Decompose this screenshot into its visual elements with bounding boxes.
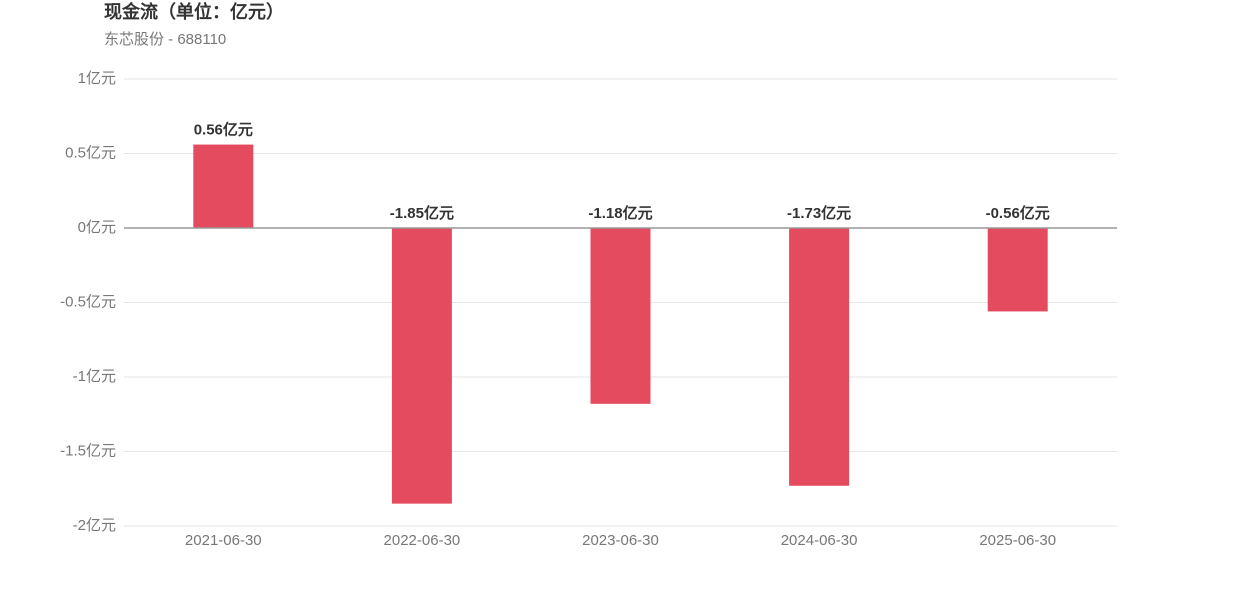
bar: [590, 228, 651, 404]
value-label: -1.85亿元: [390, 204, 454, 222]
value-label: -1.73亿元: [787, 204, 851, 222]
x-tick-label: 2025-06-30: [979, 532, 1056, 549]
chart-subtitle: 东芯股份 - 688110: [104, 31, 226, 48]
y-tick-label: -2亿元: [73, 517, 116, 534]
bar: [391, 228, 452, 504]
bar: [789, 228, 850, 486]
bar: [193, 144, 254, 228]
x-tick-label: 2022-06-30: [384, 532, 461, 549]
x-tick-label: 2023-06-30: [582, 532, 659, 549]
value-label: -0.56亿元: [986, 204, 1050, 222]
chart-title: 现金流（单位：亿元）: [104, 1, 284, 22]
y-tick-label: 0.5亿元: [65, 144, 116, 161]
value-label: -1.18亿元: [588, 204, 652, 222]
y-tick-label: -1亿元: [73, 368, 116, 385]
x-tick-label: 2021-06-30: [185, 532, 262, 549]
y-tick-label: -1.5亿元: [60, 442, 116, 459]
y-tick-label: 0亿元: [78, 219, 116, 236]
value-label: 0.56亿元: [194, 121, 253, 139]
y-tick-label: -0.5亿元: [60, 293, 116, 310]
x-tick-label: 2024-06-30: [781, 532, 858, 549]
y-tick-label: 1亿元: [78, 70, 116, 87]
bar: [987, 228, 1048, 312]
